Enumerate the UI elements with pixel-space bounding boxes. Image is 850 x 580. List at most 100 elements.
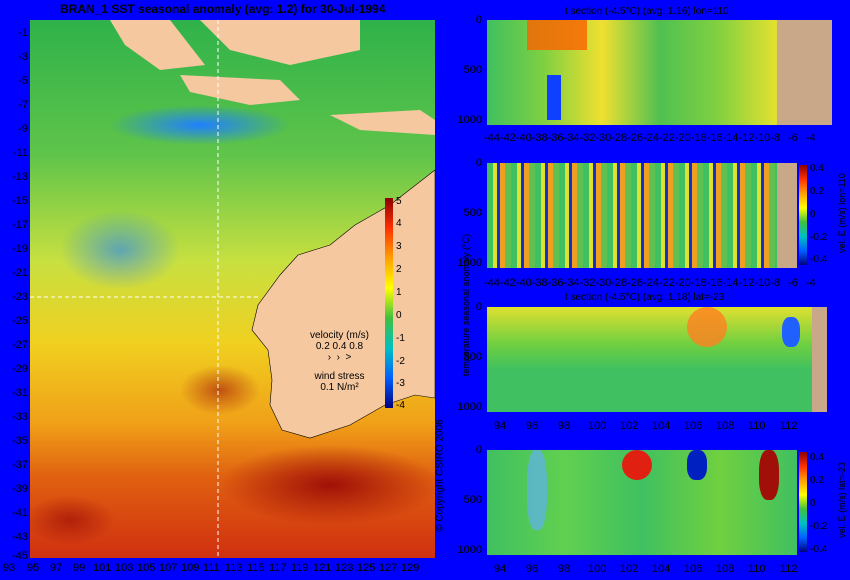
lon-tick: 115 xyxy=(247,562,265,574)
lon-tick: 99 xyxy=(73,562,86,574)
panel4-colorbar-label: vel. E (m/s) lat=-23 xyxy=(837,462,847,538)
x-tick: 106 xyxy=(684,563,703,575)
x-tick: 112 xyxy=(780,420,798,432)
x-tick: 100 xyxy=(588,420,607,432)
x-tick: -18 xyxy=(690,132,707,144)
lon-tick: 97 xyxy=(50,562,63,574)
colorbar-tick: 1 xyxy=(396,287,402,298)
hot-anomaly-south xyxy=(220,445,435,525)
x-tick: 110 xyxy=(748,420,766,432)
panel1-title: t section (-4.5°C) (avg: 1.16) lon=110 xyxy=(565,6,729,17)
panel1-section[interactable] xyxy=(487,20,832,125)
lat-tick: -45 xyxy=(12,550,28,562)
sst-anomaly-map[interactable] xyxy=(30,20,435,558)
lon-tick: 107 xyxy=(159,562,178,574)
panel1-cold-core xyxy=(547,75,561,120)
lon-tick: 129 xyxy=(401,562,420,574)
colorbar-tick: -3 xyxy=(396,378,405,389)
x-tick: -42 xyxy=(499,277,516,289)
x-tick: -4 xyxy=(805,132,816,144)
lat-tick: -39 xyxy=(12,483,28,495)
x-tick: -4 xyxy=(805,277,816,289)
lon-tick: 103 xyxy=(115,562,134,574)
colorbar-tick: 3 xyxy=(396,241,402,252)
lesser-sunda-land xyxy=(330,110,435,135)
lon-tick: 123 xyxy=(335,562,354,574)
hot-anomaly-southwest xyxy=(30,495,115,545)
wind-legend-scale: 0.1 N/m² xyxy=(320,382,359,393)
panel2-x-axis: -44-42-40-38-36-34-32-30-28-26-24-22-20-… xyxy=(484,277,834,291)
x-tick: -36 xyxy=(547,277,564,289)
lat-tick: -25 xyxy=(12,315,28,327)
x-tick: -6 xyxy=(788,132,798,144)
colorbar-tick: 0 xyxy=(810,498,816,509)
panel3-land-mask xyxy=(812,307,827,412)
colorbar-tick: -0.4 xyxy=(810,544,828,555)
velocity-arrows-icon: › › > xyxy=(327,352,352,363)
x-tick: 106 xyxy=(684,420,703,432)
colorbar-tick: -0.2 xyxy=(810,521,828,532)
y-tick: 1000 xyxy=(457,401,482,413)
panel1-land-mask xyxy=(777,20,832,125)
lat-tick: -11 xyxy=(12,147,28,159)
panel4-section[interactable] xyxy=(487,450,797,555)
lon-tick: 101 xyxy=(93,562,112,574)
x-tick: -12 xyxy=(738,132,755,144)
sst-colorbar xyxy=(385,198,393,408)
colorbar-tick: -0.4 xyxy=(810,254,828,265)
x-tick: -22 xyxy=(658,277,675,289)
x-tick: -6 xyxy=(788,277,798,289)
panel2-section[interactable] xyxy=(487,163,797,268)
panel4-warm-core xyxy=(622,450,652,480)
panel1-warm-band xyxy=(527,20,587,50)
x-tick: 98 xyxy=(558,420,571,432)
lat-tick: -17 xyxy=(12,219,28,231)
velocity-legend: velocity (m/s) 0.2 0.4 0.8 › › > wind st… xyxy=(292,330,387,393)
colorbar-tick: -2 xyxy=(396,356,405,367)
colorbar-tick: -4 xyxy=(396,400,405,411)
x-tick: 96 xyxy=(526,563,539,575)
y-tick: 1000 xyxy=(457,114,482,126)
y-tick: 500 xyxy=(463,494,482,506)
panel3-cold-core xyxy=(782,317,800,347)
lon-tick: 127 xyxy=(379,562,398,574)
colorbar-tick: 2 xyxy=(396,264,402,275)
x-tick: -40 xyxy=(515,132,532,144)
x-tick: -10 xyxy=(754,132,771,144)
x-tick: -38 xyxy=(531,132,548,144)
lat-tick: -19 xyxy=(12,243,28,255)
x-tick: -32 xyxy=(579,277,596,289)
panel3-warm-core xyxy=(687,307,727,347)
lat-tick: -7 xyxy=(18,99,28,111)
panel1-y-axis: 0 500 1000 xyxy=(440,14,484,126)
y-tick: 0 xyxy=(475,444,482,456)
x-tick: -34 xyxy=(563,277,580,289)
y-tick: 500 xyxy=(463,351,482,363)
x-tick: -44 xyxy=(484,132,500,144)
panel3-section[interactable] xyxy=(487,307,827,412)
panel4-cold-core xyxy=(687,450,707,480)
panel2-colorbar xyxy=(799,165,807,265)
sst-map-svg xyxy=(30,20,435,558)
panel4-hot-core xyxy=(759,450,779,500)
lon-tick: 109 xyxy=(181,562,200,574)
lat-tick: -15 xyxy=(12,195,28,207)
x-tick: 108 xyxy=(716,420,735,432)
x-tick: -16 xyxy=(706,132,723,144)
panel2-colorbar-label: vel. E (m/s) lon=110 xyxy=(837,173,847,253)
x-tick: 96 xyxy=(526,420,539,432)
x-tick: -14 xyxy=(722,132,739,144)
lon-tick: 111 xyxy=(203,562,220,574)
y-tick: 1000 xyxy=(457,544,482,556)
x-tick: -18 xyxy=(690,277,707,289)
lat-tick: -29 xyxy=(12,363,28,375)
y-tick: 500 xyxy=(463,207,482,219)
x-tick: -42 xyxy=(499,132,516,144)
x-tick: -8 xyxy=(770,277,781,289)
x-tick: 110 xyxy=(748,563,766,575)
x-tick: -22 xyxy=(658,132,675,144)
lon-tick: 95 xyxy=(27,562,40,574)
panel3-y-axis: 0 500 1000 xyxy=(440,301,484,413)
panel3-title: t section (-4.5°C) (avg: 1.18) lat=-23 xyxy=(565,292,725,303)
colorbar-tick: 0 xyxy=(396,310,402,321)
